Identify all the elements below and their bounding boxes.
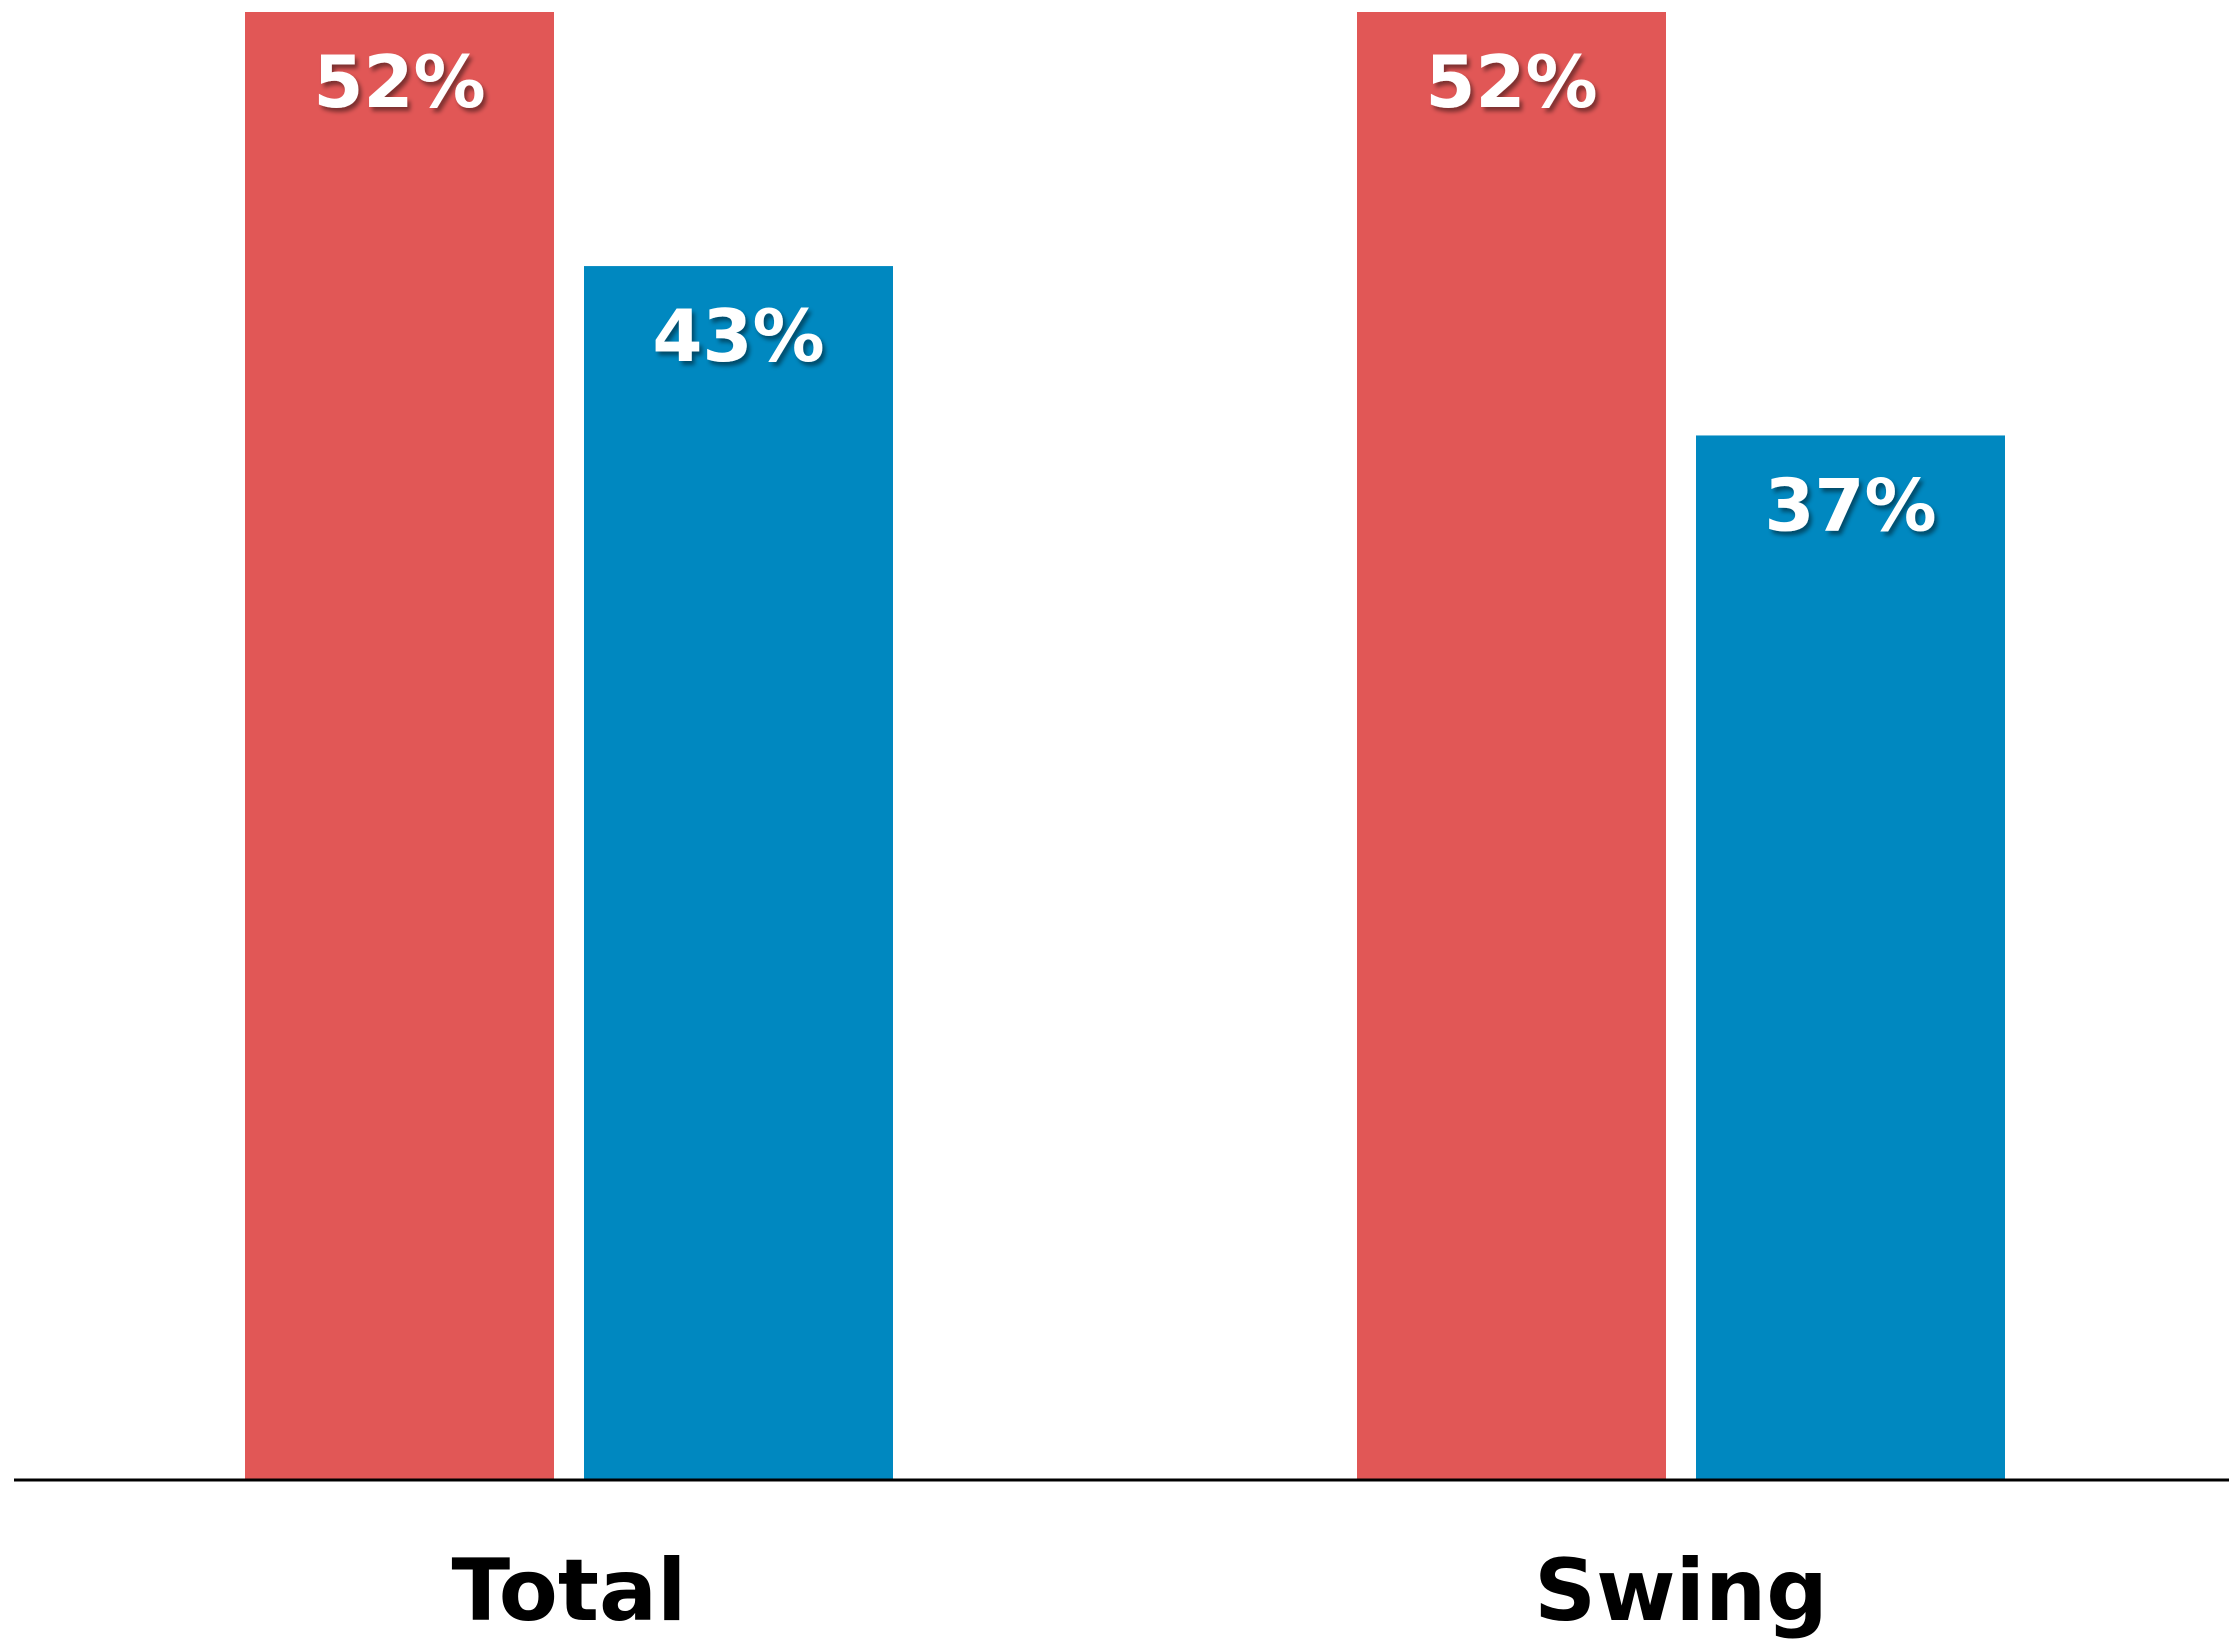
bar-total-1 [245,12,554,1480]
category-label-swing: Swing [1534,1541,1828,1641]
data-label-swing-1: 52% [1425,40,1597,124]
data-label-swing-2: 37% [1764,463,1936,547]
bar-swing-1 [1357,12,1666,1480]
bars-group [245,12,2005,1481]
data-label-total-2: 43% [652,294,824,378]
bar-total-2 [584,266,893,1481]
data-label-total-1: 52% [313,40,485,124]
bar-swing-2 [1696,435,2005,1480]
category-label-total: Total [452,1541,687,1641]
labels-group: 52% 43% Total 52% 37% Swing [313,40,1936,1641]
